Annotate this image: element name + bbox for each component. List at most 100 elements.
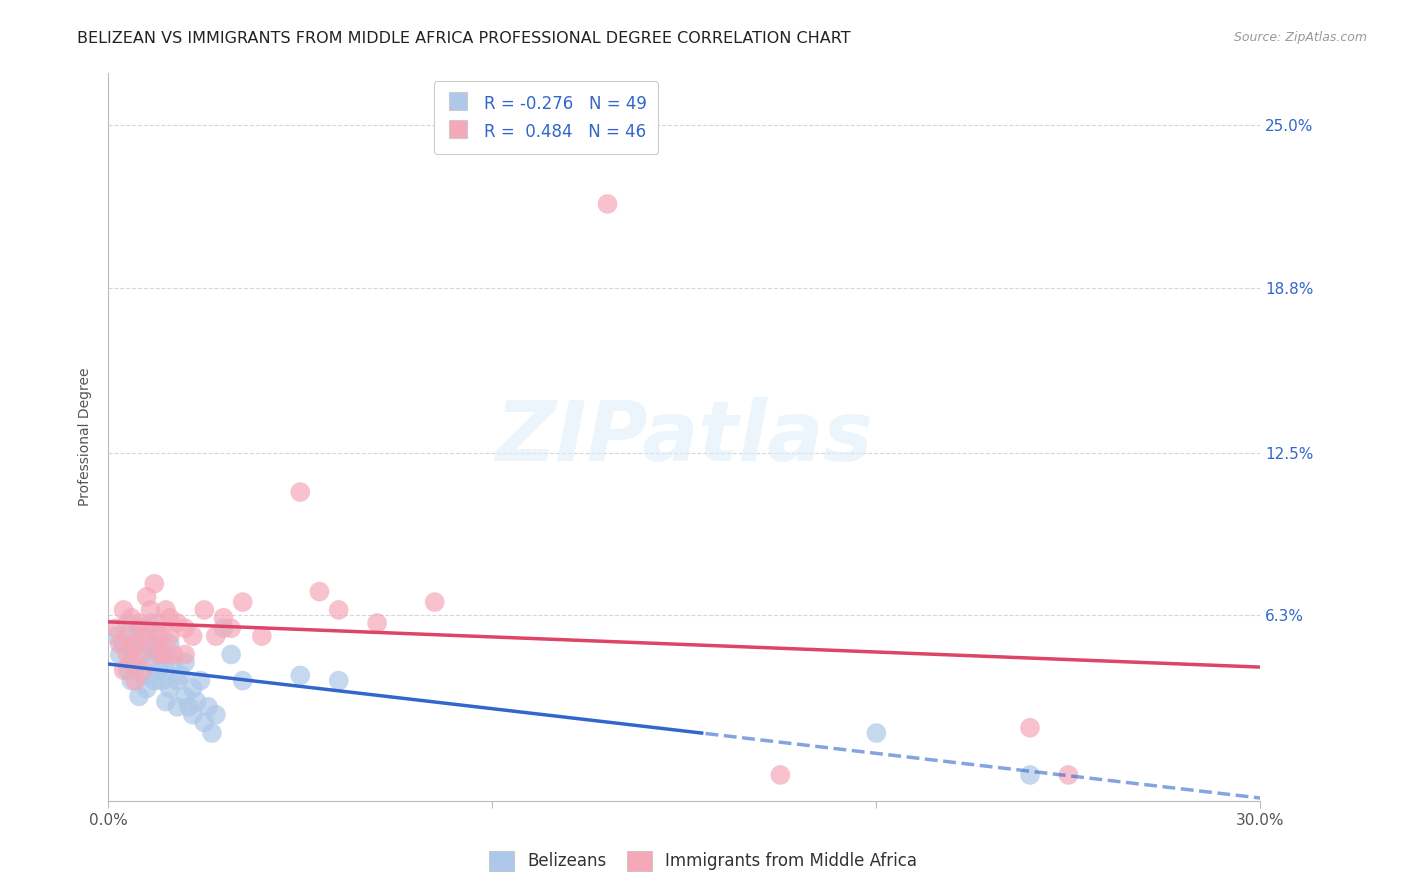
- Point: [1057, 768, 1080, 782]
- Point: [135, 621, 157, 635]
- Point: [132, 648, 155, 662]
- Point: [117, 615, 139, 630]
- Point: [124, 629, 146, 643]
- Point: [143, 673, 166, 688]
- Point: [1019, 768, 1042, 782]
- Text: ZIPatlas: ZIPatlas: [495, 397, 873, 477]
- Point: [170, 668, 193, 682]
- Point: [159, 629, 181, 643]
- Y-axis label: Professional Degree: Professional Degree: [79, 368, 93, 507]
- Point: [308, 584, 330, 599]
- Point: [177, 699, 200, 714]
- Point: [143, 642, 166, 657]
- Point: [232, 673, 254, 688]
- Point: [108, 637, 131, 651]
- Point: [112, 603, 135, 617]
- Point: [112, 663, 135, 677]
- Point: [250, 629, 273, 643]
- Point: [174, 656, 197, 670]
- Point: [143, 637, 166, 651]
- Point: [155, 695, 177, 709]
- Point: [290, 485, 312, 500]
- Point: [219, 621, 242, 635]
- Point: [128, 615, 150, 630]
- Point: [150, 629, 173, 643]
- Point: [139, 603, 162, 617]
- Point: [174, 621, 197, 635]
- Point: [190, 673, 212, 688]
- Legend: Belizeans, Immigrants from Middle Africa: Belizeans, Immigrants from Middle Africa: [481, 842, 925, 880]
- Point: [117, 663, 139, 677]
- Point: [193, 715, 215, 730]
- Point: [135, 590, 157, 604]
- Point: [166, 699, 188, 714]
- Point: [132, 663, 155, 677]
- Point: [150, 673, 173, 688]
- Point: [423, 595, 446, 609]
- Point: [865, 726, 887, 740]
- Point: [219, 648, 242, 662]
- Point: [159, 681, 181, 696]
- Point: [150, 648, 173, 662]
- Point: [135, 681, 157, 696]
- Point: [108, 648, 131, 662]
- Point: [117, 629, 139, 643]
- Point: [204, 629, 226, 643]
- Point: [166, 615, 188, 630]
- Point: [159, 611, 181, 625]
- Point: [120, 656, 142, 670]
- Point: [124, 637, 146, 651]
- Point: [124, 673, 146, 688]
- Point: [155, 648, 177, 662]
- Point: [104, 621, 127, 635]
- Point: [769, 768, 792, 782]
- Point: [155, 663, 177, 677]
- Point: [1019, 721, 1042, 735]
- Text: Source: ZipAtlas.com: Source: ZipAtlas.com: [1233, 31, 1367, 45]
- Point: [159, 637, 181, 651]
- Point: [112, 637, 135, 651]
- Point: [596, 197, 619, 211]
- Point: [181, 681, 204, 696]
- Point: [162, 656, 184, 670]
- Point: [104, 629, 127, 643]
- Point: [124, 660, 146, 674]
- Point: [146, 629, 169, 643]
- Point: [328, 603, 350, 617]
- Point: [139, 615, 162, 630]
- Point: [186, 695, 208, 709]
- Point: [128, 690, 150, 704]
- Point: [120, 611, 142, 625]
- Point: [181, 629, 204, 643]
- Point: [366, 615, 388, 630]
- Point: [193, 603, 215, 617]
- Legend: R = -0.276   N = 49, R =  0.484   N = 46: R = -0.276 N = 49, R = 0.484 N = 46: [434, 81, 658, 153]
- Point: [290, 668, 312, 682]
- Point: [120, 673, 142, 688]
- Point: [146, 663, 169, 677]
- Point: [174, 690, 197, 704]
- Point: [139, 656, 162, 670]
- Point: [155, 603, 177, 617]
- Point: [135, 637, 157, 651]
- Point: [201, 726, 224, 740]
- Text: BELIZEAN VS IMMIGRANTS FROM MIDDLE AFRICA PROFESSIONAL DEGREE CORRELATION CHART: BELIZEAN VS IMMIGRANTS FROM MIDDLE AFRIC…: [77, 31, 851, 46]
- Point: [162, 648, 184, 662]
- Point: [212, 611, 235, 625]
- Point: [204, 707, 226, 722]
- Point: [146, 615, 169, 630]
- Point: [197, 699, 219, 714]
- Point: [128, 648, 150, 662]
- Point: [128, 621, 150, 635]
- Point: [181, 707, 204, 722]
- Point: [232, 595, 254, 609]
- Point: [132, 629, 155, 643]
- Point: [166, 673, 188, 688]
- Point: [146, 648, 169, 662]
- Point: [174, 648, 197, 662]
- Point: [212, 621, 235, 635]
- Point: [328, 673, 350, 688]
- Point: [143, 576, 166, 591]
- Point: [117, 648, 139, 662]
- Point: [120, 642, 142, 657]
